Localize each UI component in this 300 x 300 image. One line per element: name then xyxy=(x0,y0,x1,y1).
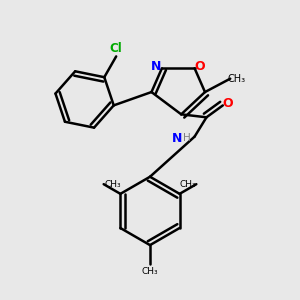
Text: H: H xyxy=(183,133,191,143)
Text: N: N xyxy=(152,60,162,73)
Text: CH₃: CH₃ xyxy=(104,180,121,189)
Text: CH₃: CH₃ xyxy=(179,180,196,189)
Text: O: O xyxy=(223,97,233,110)
Text: CH₃: CH₃ xyxy=(142,267,158,276)
Text: O: O xyxy=(195,60,205,73)
Text: N: N xyxy=(172,132,182,145)
Text: Cl: Cl xyxy=(110,43,123,56)
Text: CH₃: CH₃ xyxy=(228,74,246,84)
